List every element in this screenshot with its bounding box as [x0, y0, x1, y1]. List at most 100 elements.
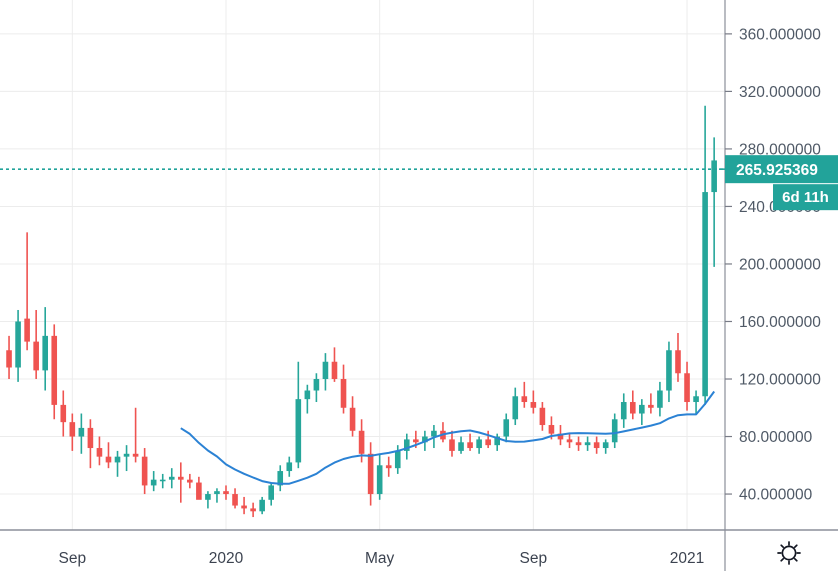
sun-core[interactable]	[781, 545, 797, 561]
candle-body	[205, 494, 211, 500]
candle-body	[114, 456, 121, 463]
candle-body	[711, 160, 717, 193]
time-axis-label: 2021	[670, 550, 704, 567]
candle-body	[340, 379, 347, 408]
candle-body	[530, 402, 537, 408]
candle-body	[286, 462, 293, 472]
candle-body	[539, 407, 546, 426]
candle-body	[268, 485, 274, 500]
candle-body	[431, 430, 437, 437]
candle-body	[693, 396, 699, 403]
price-badge-label: 265.925369	[736, 162, 818, 179]
candle-body	[620, 402, 627, 420]
candle-body	[666, 350, 672, 391]
sun-ray	[780, 557, 785, 562]
price-badge-bg[interactable]	[725, 155, 838, 184]
price-axis-label: 120.000000	[739, 372, 821, 389]
candle-body	[512, 396, 519, 420]
candle-body	[602, 442, 609, 449]
candle-body	[548, 425, 555, 434]
candle-body	[123, 453, 130, 457]
candlestick-series	[6, 105, 717, 518]
candle-body	[675, 350, 681, 374]
candle-body	[33, 341, 39, 371]
time-axis-label: 2020	[209, 550, 244, 567]
candle-body	[449, 439, 455, 451]
candle-body	[331, 361, 338, 380]
candle-body	[78, 427, 85, 437]
countdown-badge: 6d 11h	[773, 184, 838, 211]
moving-average-line	[180, 390, 716, 485]
price-axis[interactable]: 360.000000320.000000280.000000240.000000…	[725, 26, 821, 504]
candle-body	[313, 379, 320, 391]
sun-ray	[793, 557, 798, 562]
candle-body	[684, 373, 690, 403]
candle-body	[322, 361, 329, 380]
candle-body	[476, 439, 482, 449]
candle-body	[241, 505, 247, 509]
candle-body	[358, 430, 365, 454]
price-axis-label: 40.000000	[739, 487, 813, 504]
time-axis-label: Sep	[520, 550, 548, 567]
candle-body	[96, 448, 103, 457]
candle-body	[413, 439, 419, 443]
candle-body	[223, 491, 229, 495]
candle-body	[629, 402, 636, 414]
candle-body	[277, 471, 284, 486]
countdown-label: 6d 11h	[782, 189, 829, 206]
time-axis-label: Sep	[59, 550, 87, 567]
candle-body	[584, 442, 591, 446]
candle-body	[6, 350, 12, 368]
price-axis-label: 320.000000	[739, 84, 821, 101]
candle-body	[385, 465, 392, 469]
candle-body	[214, 491, 220, 495]
price-axis-label: 200.000000	[739, 256, 821, 273]
sun-ray	[793, 544, 798, 549]
candle-body	[259, 499, 265, 512]
candle-body	[177, 476, 184, 480]
candle-body	[611, 419, 618, 443]
time-axis[interactable]: Sep 2020 May Sep 2021	[59, 550, 705, 567]
current-price-badge[interactable]: 265.925369	[719, 155, 838, 184]
candle-body	[485, 439, 491, 446]
candle-body	[159, 479, 166, 482]
candle-body	[132, 453, 139, 457]
candle-body	[51, 335, 58, 405]
candle-body	[521, 396, 528, 403]
candle-body	[42, 335, 49, 371]
candle-body	[367, 453, 374, 495]
price-axis-label: 280.000000	[739, 141, 821, 158]
candle-body	[15, 321, 21, 368]
candle-body	[494, 436, 500, 446]
candle-body	[575, 442, 582, 446]
candle-body	[141, 456, 148, 486]
candle-body	[639, 404, 645, 414]
candle-body	[422, 436, 428, 443]
candle-body	[105, 456, 112, 463]
sun-settings-icon[interactable]	[777, 541, 801, 565]
candle-body	[648, 404, 654, 408]
candle-body	[467, 442, 473, 449]
ma-polyline	[180, 390, 716, 485]
candle-body	[503, 419, 510, 437]
candle-body	[187, 479, 193, 483]
candle-body	[657, 390, 663, 408]
candle-body	[196, 482, 202, 500]
candle-body	[458, 442, 464, 451]
candle-body	[593, 442, 600, 449]
sun-ray	[780, 544, 785, 549]
candle-body	[557, 433, 564, 440]
candle-body	[87, 427, 94, 449]
candle-body	[168, 476, 175, 480]
time-axis-label: May	[365, 550, 395, 567]
candle-body	[69, 422, 76, 437]
candle-body	[566, 439, 573, 443]
price-axis-label: 160.000000	[739, 314, 821, 331]
candle-body	[60, 404, 67, 423]
countdown-badge-bg	[773, 184, 838, 211]
candle-body	[304, 390, 311, 400]
candle-body	[250, 508, 256, 512]
candle-body	[150, 479, 157, 486]
